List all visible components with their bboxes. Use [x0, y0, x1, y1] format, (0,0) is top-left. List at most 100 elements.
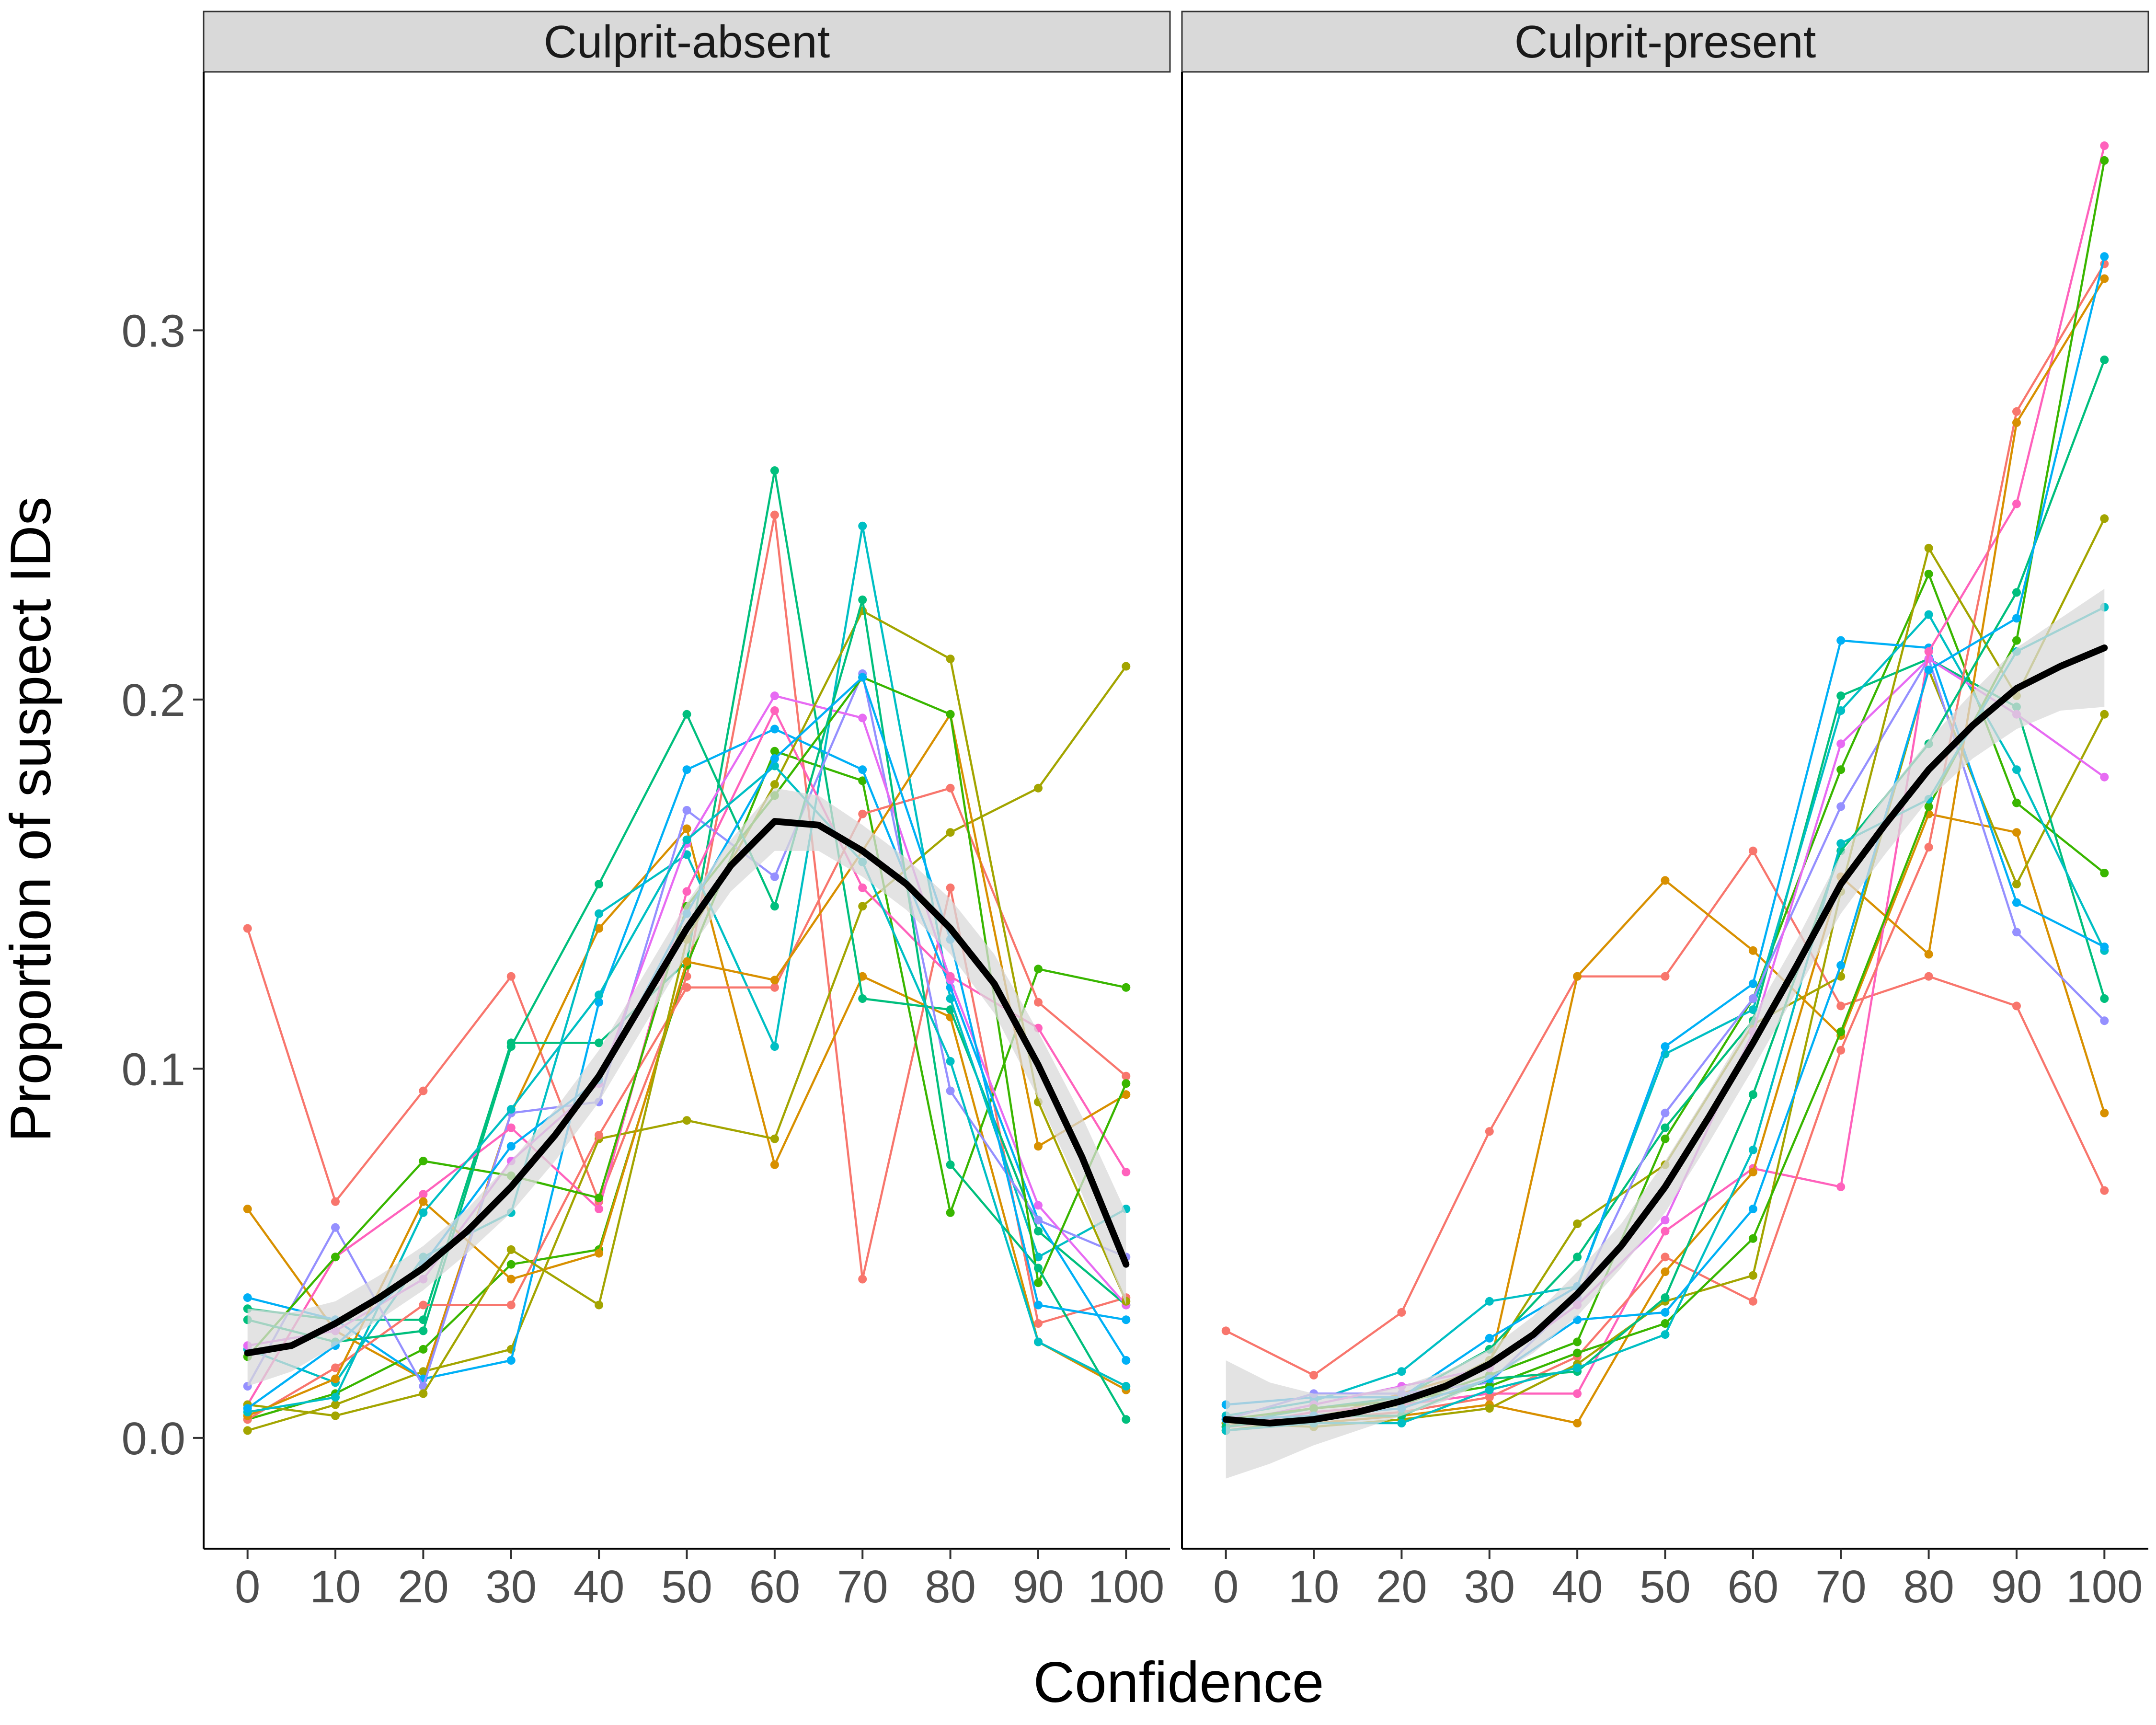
series-point	[1122, 1356, 1131, 1365]
series-point	[1485, 1297, 1494, 1306]
series-point	[1573, 1363, 1582, 1372]
series-point	[682, 983, 691, 992]
series-point	[1661, 1267, 1670, 1276]
series-point	[1573, 1337, 1582, 1346]
series-point	[1122, 662, 1131, 671]
series-point	[770, 747, 779, 756]
series-point	[2100, 943, 2109, 952]
series-point	[1397, 1367, 1406, 1376]
series-point	[506, 1042, 516, 1051]
y-axis-title: Proportion of suspect IDs	[0, 496, 63, 1142]
series-point	[770, 902, 779, 911]
series-point	[595, 924, 604, 933]
x-tick-label: 60	[749, 1561, 800, 1612]
series-point	[946, 828, 955, 837]
series-point	[1034, 1253, 1043, 1262]
series-point	[243, 1426, 252, 1435]
series-point	[770, 1042, 779, 1051]
series-point	[770, 466, 779, 475]
series-point	[770, 754, 779, 763]
series-point	[2100, 1108, 2109, 1117]
series-point	[1661, 1134, 1670, 1143]
series-point	[946, 1208, 955, 1217]
series-point	[506, 1245, 516, 1254]
series-point	[506, 1142, 516, 1151]
series-point	[1748, 979, 1757, 989]
x-tick-label: 40	[573, 1561, 625, 1612]
series-point	[1924, 647, 1933, 656]
x-tick-label: 90	[1013, 1561, 1064, 1612]
series-point	[1748, 1145, 1757, 1154]
series-point	[1034, 1337, 1043, 1346]
series	[1221, 259, 2109, 1431]
series-point	[2100, 710, 2109, 719]
series-point	[1661, 1042, 1670, 1051]
series-point	[946, 994, 955, 1003]
series-point	[1034, 783, 1043, 793]
series-point	[2100, 141, 2109, 150]
series-point	[858, 776, 867, 785]
x-tick-label: 90	[1991, 1561, 2042, 1612]
panel-0: Culprit-absent 0 10 20 30 40 50 60 70 80 90 100 0.0 0…	[122, 11, 1171, 1612]
series-point	[946, 883, 955, 892]
series-point	[858, 809, 867, 818]
series-point	[1034, 1227, 1043, 1236]
series-line	[247, 694, 1127, 1347]
series-point	[1661, 972, 1670, 981]
series-point	[682, 835, 691, 844]
series-point	[595, 1249, 604, 1258]
series-line	[1226, 256, 2106, 1421]
series-point	[1924, 802, 1933, 811]
x-tick-label: 80	[1903, 1561, 1954, 1612]
x-tick-label: 30	[485, 1561, 537, 1612]
series-point	[595, 1038, 604, 1047]
series-point	[331, 1197, 340, 1206]
x-tick-label: 80	[925, 1561, 976, 1612]
series-point	[2100, 994, 2109, 1003]
series-point	[858, 1275, 867, 1284]
series-point	[770, 780, 779, 789]
series	[243, 783, 1131, 1424]
x-tick-label: 0	[1213, 1561, 1239, 1612]
series-point	[243, 1293, 252, 1302]
series-point	[419, 1197, 428, 1206]
series-point	[595, 998, 604, 1007]
confidence-band	[1226, 588, 2105, 1479]
series-point	[1748, 1205, 1757, 1214]
series-point	[1836, 839, 1846, 848]
series-point	[2012, 828, 2021, 837]
series-point	[1748, 994, 1757, 1003]
series-point	[1836, 636, 1846, 645]
series-point	[858, 765, 867, 774]
series-point	[1573, 1348, 1582, 1357]
series-point	[770, 1160, 779, 1169]
series-line	[1226, 263, 2106, 1428]
series-point	[2012, 1001, 2021, 1011]
series-point	[858, 883, 867, 892]
series-point	[595, 909, 604, 918]
series-point	[1836, 1001, 1846, 1011]
series-point	[419, 1208, 428, 1217]
series-point	[2100, 274, 2109, 283]
series-point	[2100, 514, 2109, 523]
series-point	[2012, 499, 2021, 508]
series-point	[770, 1134, 779, 1143]
series-point	[2100, 356, 2109, 364]
series-point	[1836, 739, 1846, 748]
series-point	[2100, 772, 2109, 782]
facet-label: Culprit-absent	[544, 16, 830, 68]
x-tick-label: 100	[2066, 1561, 2143, 1612]
series-point	[1748, 846, 1757, 855]
facet-strip	[203, 11, 1171, 73]
series-point	[595, 990, 604, 1000]
series-point	[1748, 1168, 1757, 1177]
series-point	[1836, 802, 1846, 811]
series-point	[419, 1345, 428, 1354]
series-point	[1661, 876, 1670, 885]
x-tick-label: 70	[1815, 1561, 1867, 1612]
series-point	[1661, 1319, 1670, 1328]
series-point	[682, 1116, 691, 1125]
series-point	[243, 924, 252, 933]
series-point	[331, 1363, 340, 1372]
